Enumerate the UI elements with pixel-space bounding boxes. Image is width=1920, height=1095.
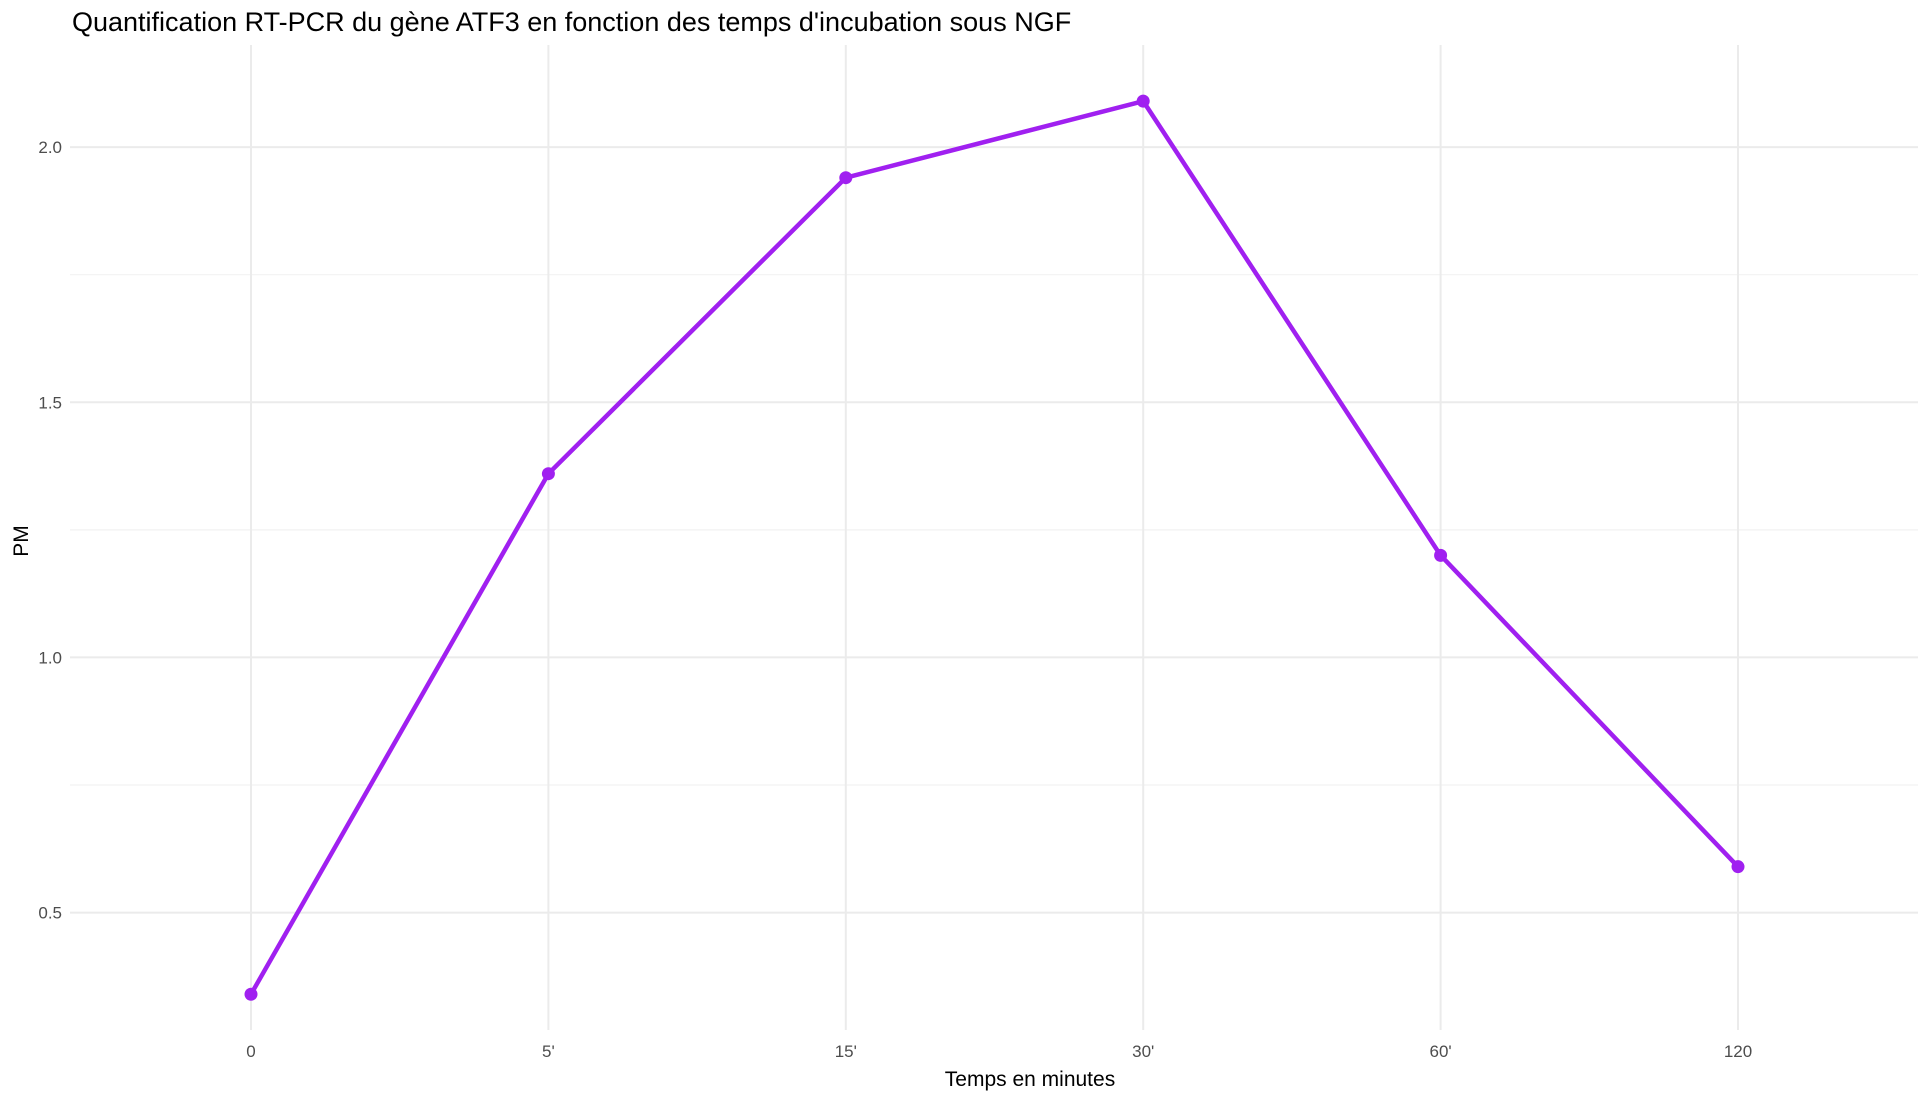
data-point-5: [1731, 860, 1745, 874]
data-point-3: [1136, 94, 1150, 108]
data-point-0: [244, 987, 258, 1001]
data-points: [244, 94, 1745, 1001]
grid-lines: [70, 45, 1918, 1030]
y-tick-label-0: 0.5: [38, 904, 62, 923]
data-point-4: [1434, 548, 1448, 562]
x-tick-label-3: 30': [1132, 1042, 1154, 1061]
x-tick-label-2: 15': [835, 1042, 857, 1061]
x-tick-label-1: 5': [542, 1042, 555, 1061]
series-line: [248, 98, 1741, 997]
chart-title: Quantification RT-PCR du gène ATF3 en fo…: [72, 7, 1071, 37]
x-tick-label-5: 120: [1724, 1042, 1752, 1061]
x-tick-label-0: 0: [246, 1042, 255, 1061]
data-point-2: [839, 171, 853, 185]
y-tick-label-3: 2.0: [38, 138, 62, 157]
y-tick-label-2: 1.5: [38, 393, 62, 412]
y-axis-tick-labels: 0.5 1.0 1.5 2.0: [38, 138, 62, 923]
y-axis-title: PM: [10, 525, 33, 557]
x-axis-tick-labels: 0 5' 15' 30' 60' 120: [246, 1042, 1752, 1061]
series-atf3: [248, 98, 1741, 997]
x-tick-label-4: 60': [1430, 1042, 1452, 1061]
data-point-1: [541, 467, 555, 481]
y-tick-label-1: 1.0: [38, 648, 62, 667]
x-axis-title: Temps en minutes: [945, 1068, 1115, 1091]
